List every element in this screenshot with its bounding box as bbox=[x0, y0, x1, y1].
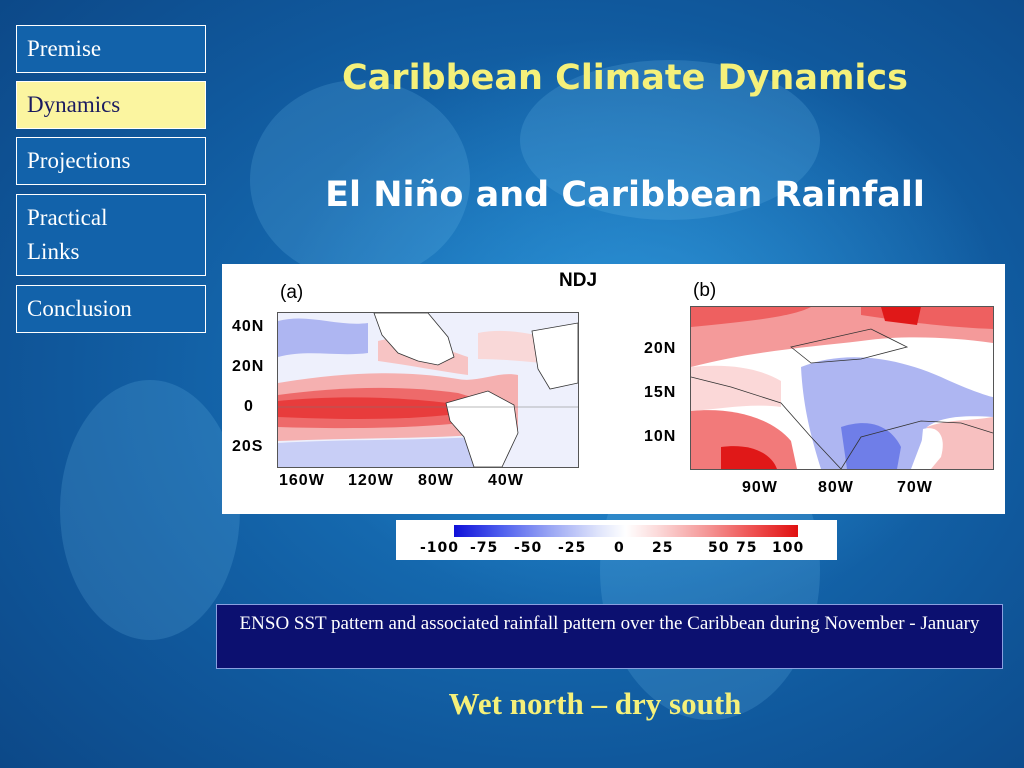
colorbar-tick: 100 bbox=[772, 540, 805, 556]
colorbar-tick: -75 bbox=[470, 540, 499, 556]
sst-map-shading bbox=[278, 313, 578, 467]
nav-premise[interactable]: Premise bbox=[16, 25, 206, 73]
colorbar-tick: 50 bbox=[708, 540, 730, 556]
panel-a-lat-label: 0 bbox=[244, 398, 254, 415]
enso-figure: NDJ (a) 40N 20N 0 20S 160W 120W 80W 40W … bbox=[222, 264, 1005, 514]
colorbar-tick: -100 bbox=[420, 540, 460, 556]
panel-a-lon-label: 40W bbox=[488, 472, 524, 489]
rainfall-map bbox=[690, 306, 994, 470]
sst-map bbox=[277, 312, 579, 468]
nav-conclusion[interactable]: Conclusion bbox=[16, 285, 206, 333]
panel-a-label: (a) bbox=[280, 282, 304, 303]
colorbar-gradient bbox=[454, 525, 798, 537]
page-title: Caribbean Climate Dynamics bbox=[342, 58, 908, 98]
colorbar-tick: -25 bbox=[558, 540, 587, 556]
season-label: NDJ bbox=[559, 270, 598, 291]
panel-b-label: (b) bbox=[693, 280, 717, 301]
panel-a-lon-label: 120W bbox=[348, 472, 394, 489]
panel-a-lat-label: 20S bbox=[232, 438, 264, 455]
background-landmass bbox=[520, 60, 820, 220]
colorbar: -100 -75 -50 -25 0 25 50 75 100 bbox=[396, 520, 837, 560]
colorbar-tick: 25 bbox=[652, 540, 674, 556]
panel-a-lon-label: 160W bbox=[279, 472, 325, 489]
background-landmass bbox=[250, 80, 470, 280]
rainfall-map-shading bbox=[691, 307, 993, 469]
slide-subtitle: El Niño and Caribbean Rainfall bbox=[325, 175, 925, 215]
nav-practical-links-label: Practical Links bbox=[27, 205, 108, 264]
background-landmass bbox=[60, 380, 240, 640]
panel-b-lat-label: 15N bbox=[644, 384, 677, 401]
nav-dynamics[interactable]: Dynamics bbox=[16, 81, 206, 129]
colorbar-tick: -50 bbox=[514, 540, 543, 556]
panel-b-lon-label: 70W bbox=[897, 479, 933, 496]
figure-caption: ENSO SST pattern and associated rainfall… bbox=[216, 604, 1003, 669]
panel-a-lon-label: 80W bbox=[418, 472, 454, 489]
colorbar-tick: 0 bbox=[614, 540, 625, 556]
panel-b-lat-label: 10N bbox=[644, 428, 677, 445]
panel-b-lat-label: 20N bbox=[644, 340, 677, 357]
nav-practical-links[interactable]: Practical Links bbox=[16, 194, 206, 276]
tagline: Wet north – dry south bbox=[448, 686, 742, 721]
nav-projections[interactable]: Projections bbox=[16, 137, 206, 185]
colorbar-tick: 75 bbox=[736, 540, 758, 556]
panel-b-lon-label: 90W bbox=[742, 479, 778, 496]
panel-b-lon-label: 80W bbox=[818, 479, 854, 496]
panel-a-lat-label: 20N bbox=[232, 358, 265, 375]
panel-a-lat-label: 40N bbox=[232, 318, 265, 335]
